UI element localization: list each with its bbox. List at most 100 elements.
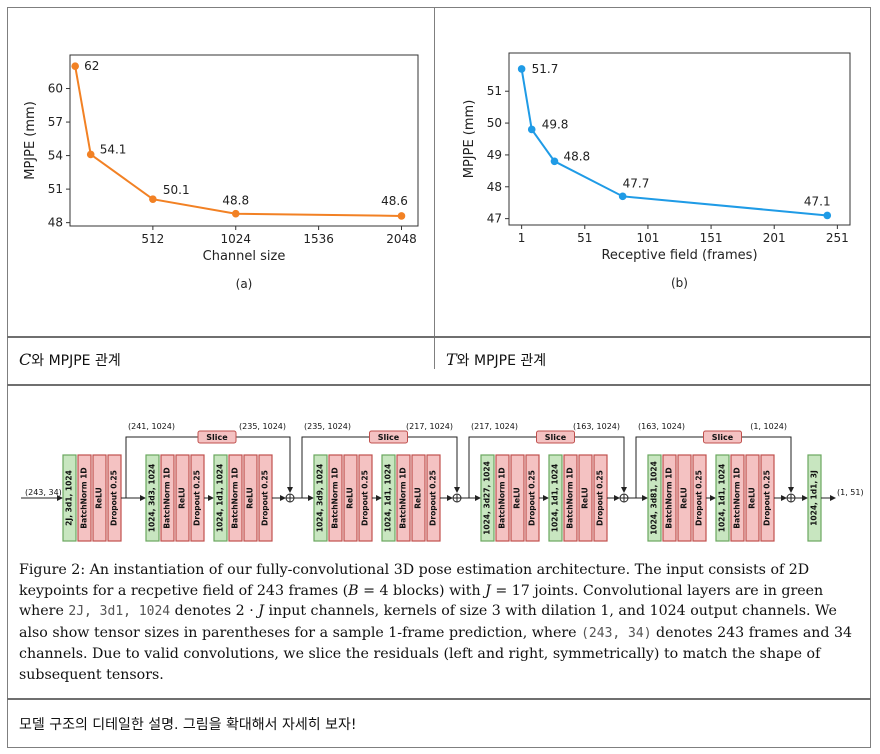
norm-layer-label: ReLU bbox=[178, 487, 187, 508]
data-label: 47.7 bbox=[623, 176, 650, 190]
conv-layer-label: 1024, 1d1, 1024 bbox=[216, 464, 225, 532]
figure-caption-part: input channels, kernels of size 3 with d… bbox=[19, 603, 837, 641]
norm-layer-label: ReLU bbox=[95, 487, 104, 508]
x-axis-label: Receptive field (frames) bbox=[601, 248, 757, 263]
y-tick-label: 51 bbox=[48, 182, 63, 196]
conv-layer-label: 1024, 3d27, 1024 bbox=[483, 461, 492, 535]
figure-caption-code: (243, 34) bbox=[581, 625, 652, 641]
data-label: 49.8 bbox=[542, 117, 569, 131]
norm-layer bbox=[92, 454, 107, 542]
data-label: 50.1 bbox=[163, 183, 190, 197]
y-tick-label: 48 bbox=[487, 180, 502, 194]
norm-layer bbox=[228, 454, 243, 542]
explanation-note: 모델 구조의 디테일한 설명. 그림을 확대해서 자세히 보자! bbox=[19, 717, 357, 733]
conv-layer bbox=[213, 454, 228, 542]
norm-layer-label: ReLU bbox=[680, 487, 689, 508]
data-label: 51.7 bbox=[532, 62, 559, 76]
slice-label: Slice bbox=[378, 433, 400, 442]
norm-layer-label: ReLU bbox=[414, 487, 423, 508]
conv-layer bbox=[62, 454, 77, 542]
slice-box bbox=[197, 430, 237, 444]
conv-layer-label: 1024, 1d1, 1024 bbox=[384, 464, 393, 532]
figure-caption-math: J bbox=[485, 582, 491, 599]
norm-layer-label: BatchNorm 1D bbox=[231, 467, 240, 528]
data-point bbox=[86, 150, 95, 159]
data-point bbox=[618, 192, 627, 201]
tensor-shape-out: (163, 1024) bbox=[573, 422, 620, 431]
data-point bbox=[231, 209, 240, 218]
norm-layer-label: ReLU bbox=[513, 487, 522, 508]
plot-frame bbox=[69, 54, 419, 227]
chart-channel-size: 48 51 54 57 60 512 1024 1536 2048 Channel size MPJ… bbox=[23, 54, 419, 291]
norm-layer-label: ReLU bbox=[346, 487, 355, 508]
norm-layer bbox=[328, 454, 343, 542]
figure-caption: Figure 2: An instantiation of our fully-… bbox=[19, 560, 864, 685]
norm-layer bbox=[578, 454, 593, 542]
table-frame bbox=[7, 7, 871, 748]
y-tick-label: 51 bbox=[487, 84, 502, 98]
data-point bbox=[550, 157, 559, 166]
norm-layer bbox=[495, 454, 510, 542]
slice-label: Slice bbox=[545, 433, 567, 442]
norm-layer-label: Dropout 0.25 bbox=[695, 470, 704, 526]
data-point bbox=[149, 195, 157, 203]
x-tick-label: 151 bbox=[700, 231, 723, 245]
tensor-shape-in: (217, 1024) bbox=[471, 422, 518, 431]
norm-layer bbox=[745, 454, 760, 542]
norm-layer bbox=[411, 454, 426, 542]
conv-layer-label: 1024, 3d9, 1024 bbox=[316, 464, 325, 532]
conv-layer-label: 1024, 1d1, 1024 bbox=[551, 464, 560, 532]
norm-layer-label: BatchNorm 1D bbox=[498, 467, 507, 528]
y-axis-label: MPJPE (mm) bbox=[462, 100, 477, 179]
tensor-shape-in: (163, 1024) bbox=[638, 422, 685, 431]
norm-layer-label: BatchNorm 1D bbox=[163, 467, 172, 528]
x-tick-label: 51 bbox=[577, 231, 592, 245]
conv-layer-label: 1024, 1d1, 1024 bbox=[718, 464, 727, 532]
panel-label: (b) bbox=[671, 276, 688, 290]
x-tick-label: 512 bbox=[141, 232, 164, 246]
conv-layer-label: 2J, 3d1, 1024 bbox=[65, 470, 74, 526]
conv-layer-label: 1024, 1d1, 3J bbox=[810, 470, 819, 526]
norm-layer bbox=[175, 454, 190, 542]
conv-layer bbox=[715, 454, 730, 542]
x-tick-label: 1536 bbox=[303, 232, 334, 246]
caption-left: C와 MPJPE 관계 bbox=[19, 350, 121, 370]
tensor-shape-in: (235, 1024) bbox=[304, 422, 351, 431]
y-tick-label: 57 bbox=[48, 115, 63, 129]
norm-layer-label: Dropout 0.25 bbox=[361, 470, 370, 526]
slice-box bbox=[536, 430, 575, 444]
y-tick-label: 48 bbox=[48, 216, 63, 230]
norm-layer bbox=[662, 454, 677, 542]
figure-caption-part: = 4 blocks) with bbox=[358, 582, 486, 599]
figure-caption-part: denotes 243 frames and 34 channels. Due … bbox=[19, 624, 853, 683]
norm-layer-label: Dropout 0.25 bbox=[110, 470, 119, 526]
figure-caption-math: J bbox=[258, 603, 264, 619]
tensor-shape-out: (1, 1024) bbox=[750, 422, 787, 431]
data-label: 54.1 bbox=[100, 142, 127, 156]
norm-layer-label: BatchNorm 1D bbox=[399, 467, 408, 528]
column-divider bbox=[434, 7, 435, 369]
output-shape: (1, 51) bbox=[837, 488, 864, 497]
series-line bbox=[520, 68, 828, 217]
norm-layer-label: Dropout 0.25 bbox=[763, 470, 772, 526]
norm-layer-label: ReLU bbox=[246, 487, 255, 508]
data-label: 47.1 bbox=[804, 194, 831, 208]
norm-layer bbox=[160, 454, 175, 542]
norm-layer-label: BatchNorm 1D bbox=[566, 467, 575, 528]
norm-layer-label: Dropout 0.25 bbox=[528, 470, 537, 526]
y-tick-label: 50 bbox=[487, 116, 502, 130]
data-label: 48.6 bbox=[381, 194, 408, 208]
x-tick-label: 2048 bbox=[386, 232, 417, 246]
data-point bbox=[823, 211, 832, 220]
row-divider-3 bbox=[7, 698, 871, 700]
caption-right: T와 MPJPE 관계 bbox=[446, 350, 546, 370]
input-shape: (243, 34) bbox=[25, 488, 62, 497]
caption-left-var: C bbox=[19, 350, 32, 369]
norm-layer-label: BatchNorm 1D bbox=[331, 467, 340, 528]
y-axis-label: MPJPE (mm) bbox=[23, 101, 38, 180]
slice-box bbox=[703, 430, 742, 444]
figure-caption-part: = 17 joints. Convolutional layers are in… bbox=[19, 582, 824, 620]
norm-layer bbox=[243, 454, 258, 542]
slice-label: Slice bbox=[712, 433, 734, 442]
